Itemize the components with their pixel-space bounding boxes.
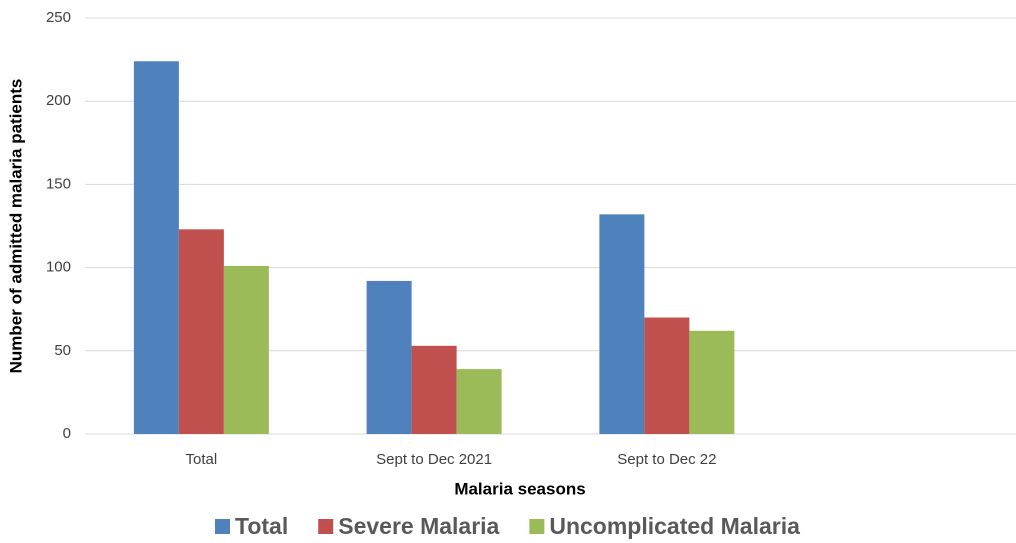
bar [689, 330, 735, 434]
bar [178, 229, 224, 434]
y-axis-title: Number of admitted malaria patients [6, 79, 25, 374]
bar [644, 317, 690, 434]
bar [599, 214, 645, 434]
bar [456, 369, 502, 434]
legend-label: Uncomplicated Malaria [549, 513, 800, 539]
x-tick-label: Sept to Dec 2021 [376, 451, 492, 468]
bar [223, 265, 269, 434]
y-tick-label: 150 [46, 175, 71, 192]
x-tick-label: Sept to Dec 22 [617, 451, 716, 468]
x-axis-title: Malaria seasons [454, 479, 585, 498]
bar [411, 345, 457, 434]
legend-swatch [318, 519, 334, 534]
legend-label: Total [235, 513, 288, 539]
y-tick-label: 200 [46, 92, 71, 109]
y-tick-label: 250 [46, 9, 71, 26]
y-tick-label: 0 [63, 425, 71, 442]
legend-swatch [529, 519, 545, 534]
y-tick-label: 100 [46, 259, 71, 276]
x-tick-label: Total [186, 451, 218, 468]
legend-label: Severe Malaria [338, 513, 499, 539]
bar [366, 280, 412, 434]
bar [133, 61, 179, 434]
y-tick-label: 50 [54, 342, 71, 359]
legend-swatch [215, 519, 230, 534]
